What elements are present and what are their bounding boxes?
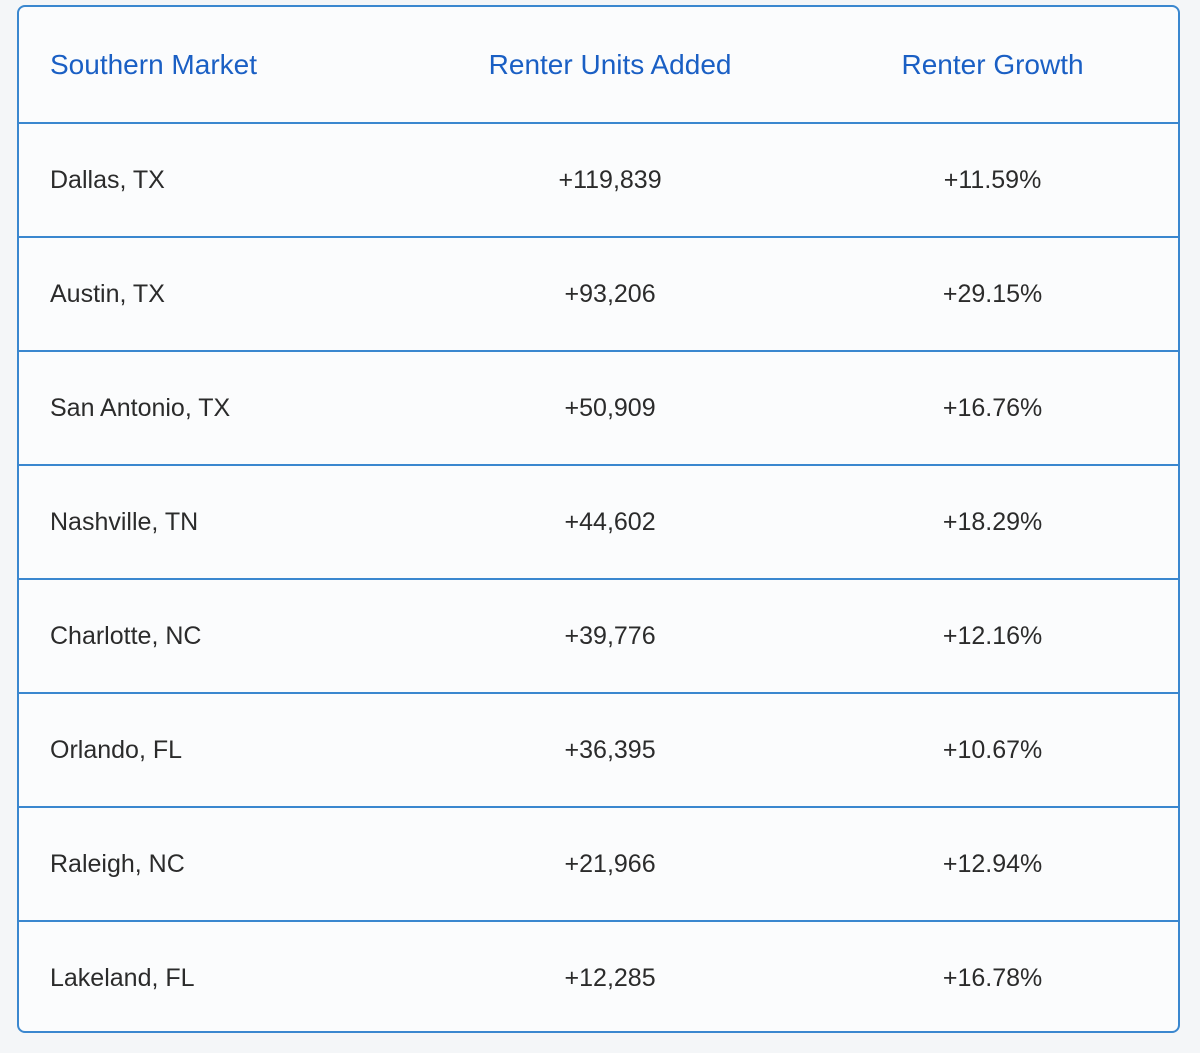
units-added-cell: +36,395 xyxy=(413,692,808,807)
table-row: Orlando, FL +36,395 +10.67% xyxy=(19,692,1178,807)
units-added-cell: +44,602 xyxy=(413,464,808,579)
table-row: Raleigh, NC +21,966 +12.94% xyxy=(19,806,1178,921)
market-cell: Dallas, TX xyxy=(19,122,414,237)
units-added-cell: +119,839 xyxy=(413,122,808,237)
table-row: Charlotte, NC +39,776 +12.16% xyxy=(19,578,1178,693)
market-cell: San Antonio, TX xyxy=(19,350,414,465)
renter-growth-cell: +11.59% xyxy=(807,122,1178,237)
table-row: Dallas, TX +119,839 +11.59% xyxy=(19,122,1178,237)
header-renter-growth: Renter Growth xyxy=(901,48,1084,80)
units-added-cell: +12,285 xyxy=(413,920,808,1031)
renter-growth-cell: +29.15% xyxy=(807,236,1178,351)
renter-growth-cell: +18.29% xyxy=(807,464,1178,579)
renter-growth-cell: +16.78% xyxy=(807,920,1178,1031)
market-cell: Charlotte, NC xyxy=(19,578,414,693)
market-cell: Austin, TX xyxy=(19,236,414,351)
market-cell: Raleigh, NC xyxy=(19,806,414,921)
table-row: Nashville, TN +44,602 +18.29% xyxy=(19,464,1178,579)
market-cell: Lakeland, FL xyxy=(19,920,414,1031)
header-southern-market: Southern Market xyxy=(50,48,257,80)
market-cell: Orlando, FL xyxy=(19,692,414,807)
renter-growth-cell: +12.94% xyxy=(807,806,1178,921)
table-row: Lakeland, FL +12,285 +16.78% xyxy=(19,920,1178,1031)
table-row: Austin, TX +93,206 +29.15% xyxy=(19,236,1178,351)
renter-growth-table-container: Southern Market Renter Units Added Rente… xyxy=(17,5,1180,1033)
units-added-cell: +50,909 xyxy=(413,350,808,465)
units-added-cell: +21,966 xyxy=(413,806,808,921)
units-added-cell: +93,206 xyxy=(413,236,808,351)
units-added-cell: +39,776 xyxy=(413,578,808,693)
header-renter-units-added: Renter Units Added xyxy=(488,48,732,80)
renter-growth-cell: +16.76% xyxy=(807,350,1178,465)
table-header: Southern Market Renter Units Added Rente… xyxy=(19,7,1178,123)
header-row: Southern Market Renter Units Added Rente… xyxy=(19,7,1178,123)
renter-growth-cell: +10.67% xyxy=(807,692,1178,807)
renter-growth-table: Southern Market Renter Units Added Rente… xyxy=(19,7,1178,1031)
table-row: San Antonio, TX +50,909 +16.76% xyxy=(19,350,1178,465)
market-cell: Nashville, TN xyxy=(19,464,414,579)
renter-growth-cell: +12.16% xyxy=(807,578,1178,693)
table-body: Dallas, TX +119,839 +11.59% Austin, TX +… xyxy=(19,122,1178,1031)
